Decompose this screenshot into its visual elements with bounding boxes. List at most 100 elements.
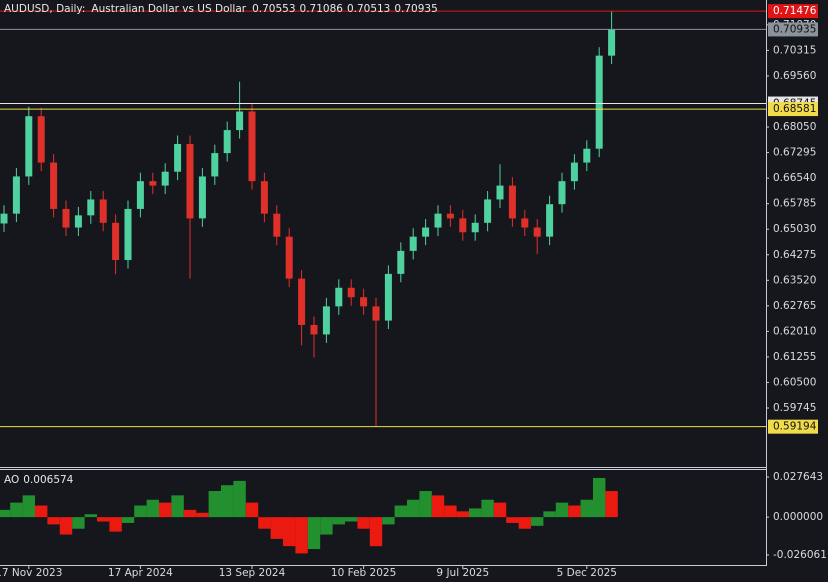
- indicator-value: 0.006574: [23, 474, 74, 486]
- candle-body: [12, 176, 20, 214]
- ao-bar: [506, 517, 519, 523]
- candle-body: [384, 273, 392, 321]
- y-tick-label: 0.67295: [773, 147, 816, 159]
- candle-body: [546, 204, 554, 237]
- ao-bar: [121, 517, 135, 523]
- candle-body: [124, 208, 132, 261]
- ao-bar: [444, 505, 457, 518]
- candle-body: [471, 222, 479, 233]
- ao-bar: [469, 508, 482, 518]
- ao-bar: [171, 495, 184, 518]
- ao-bar: [593, 477, 606, 518]
- chart-header: AUDUSD, Daily: Australian Dollar vs US D…: [4, 3, 438, 15]
- ao-bar: [233, 480, 246, 518]
- y-tick-label: 0.60500: [773, 376, 816, 388]
- ao-bar: [568, 505, 581, 518]
- candle-body: [558, 181, 566, 205]
- candle-body: [260, 181, 268, 214]
- candle-body: [397, 250, 405, 274]
- level-label: 0.59194: [773, 421, 817, 433]
- candle-body: [0, 213, 8, 224]
- candle-body: [521, 218, 529, 228]
- y-tick-label: 0.65785: [773, 198, 816, 210]
- candle-body: [25, 116, 33, 177]
- candle-body: [570, 162, 578, 182]
- candle-body: [198, 176, 206, 219]
- high-value: 0.71086: [299, 3, 343, 15]
- ao-bar: [72, 517, 85, 529]
- y-tick-label: 0.66540: [773, 172, 816, 184]
- ao-bar: [555, 502, 569, 518]
- candle-body: [347, 287, 355, 298]
- description: Australian Dollar vs US Dollar: [91, 3, 247, 15]
- ao-bar: [258, 517, 271, 529]
- candle-body: [87, 199, 95, 216]
- level-label-bg: [768, 419, 818, 434]
- symbol: AUDUSD, Daily:: [4, 3, 86, 15]
- ao-bar: [580, 499, 593, 518]
- candle-body: [360, 297, 368, 307]
- ao-bar: [10, 502, 23, 518]
- ao-bar: [22, 495, 35, 518]
- ao-bar: [84, 514, 97, 518]
- x-tick-label: 13 Sep 2024: [219, 567, 286, 579]
- candle-body: [161, 171, 169, 186]
- ao-bar: [109, 517, 122, 532]
- ao-bar: [481, 499, 494, 518]
- candle-body: [99, 199, 107, 223]
- ao-bar: [295, 517, 308, 554]
- level-label-bg: [768, 4, 818, 19]
- candle-body: [273, 213, 281, 237]
- ao-bar: [332, 517, 345, 525]
- y-tick-label: 0.63520: [773, 274, 816, 286]
- ao-bar: [394, 505, 407, 518]
- low-value: 0.70513: [346, 3, 391, 15]
- ao-bar: [196, 512, 209, 518]
- ao-bar: [208, 491, 221, 518]
- candle-body: [310, 324, 318, 335]
- x-tick-label: 9 Jul 2025: [436, 567, 489, 579]
- ao-bar: [518, 517, 531, 529]
- candle-body: [149, 181, 157, 186]
- candle-body: [533, 227, 541, 237]
- level-label-bg: [768, 102, 818, 117]
- x-tick-label: 17 Nov 2023: [0, 567, 62, 579]
- y-tick-label: 0.70315: [773, 44, 816, 56]
- y-tick-label: 0.64275: [773, 249, 816, 261]
- candle-body: [74, 215, 82, 228]
- indicator-name: AO: [4, 474, 20, 486]
- ao-bar: [221, 485, 234, 518]
- candle-body: [409, 236, 417, 251]
- ao-bar: [543, 511, 556, 518]
- level-label: 0.70935: [773, 23, 816, 35]
- ao-bar: [431, 495, 445, 518]
- ao-y-tick-label: 0.000000: [773, 511, 823, 523]
- candle-body: [285, 236, 293, 279]
- level-label: 0.68581: [773, 103, 816, 115]
- candle-body: [459, 218, 467, 233]
- candle-body: [37, 116, 45, 163]
- candle-body: [223, 130, 231, 154]
- y-tick-label: 0.61255: [773, 351, 816, 363]
- level-label: 0.71476: [773, 5, 817, 17]
- candle-body: [211, 153, 219, 177]
- candle-body: [434, 213, 442, 228]
- y-tick-label: 0.65030: [773, 223, 816, 235]
- level-label-bg: [768, 22, 818, 37]
- ao-bar: [0, 509, 11, 518]
- candle-body: [372, 306, 380, 321]
- y-tick-label: 0.62010: [773, 325, 816, 337]
- ao-bar: [493, 502, 507, 518]
- ao-bar: [59, 517, 73, 535]
- ao-bar: [97, 517, 110, 522]
- ao-bar: [35, 505, 48, 518]
- ao-bar: [531, 517, 544, 526]
- candle-body: [112, 222, 120, 261]
- candle-body: [508, 185, 516, 219]
- x-tick-label: 5 Dec 2025: [557, 567, 617, 579]
- ao-y-tick-label: -0.026061: [773, 549, 827, 561]
- candle-body: [50, 162, 58, 209]
- y-tick-label: 0.69560: [773, 70, 816, 82]
